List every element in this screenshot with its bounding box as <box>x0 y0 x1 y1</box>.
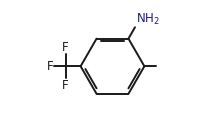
Text: F: F <box>47 60 53 73</box>
Text: F: F <box>62 41 69 54</box>
Text: F: F <box>62 79 69 92</box>
Text: NH$_2$: NH$_2$ <box>136 12 159 27</box>
